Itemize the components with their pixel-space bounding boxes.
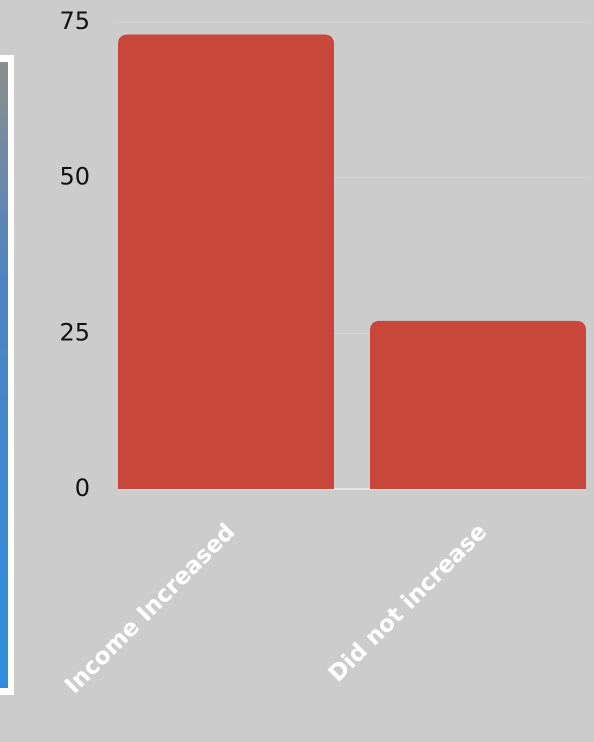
- y-tick-label: 75: [59, 7, 90, 35]
- y-tick-label: 50: [59, 163, 90, 191]
- bar: [370, 320, 586, 489]
- x-tick-label: Did not increase: [324, 519, 492, 687]
- x-tick-label: Income Increased: [60, 519, 240, 699]
- photo: [0, 62, 8, 688]
- bar: [118, 34, 334, 489]
- y-tick-label: 25: [59, 318, 90, 346]
- y-tick-label: 0: [75, 474, 90, 502]
